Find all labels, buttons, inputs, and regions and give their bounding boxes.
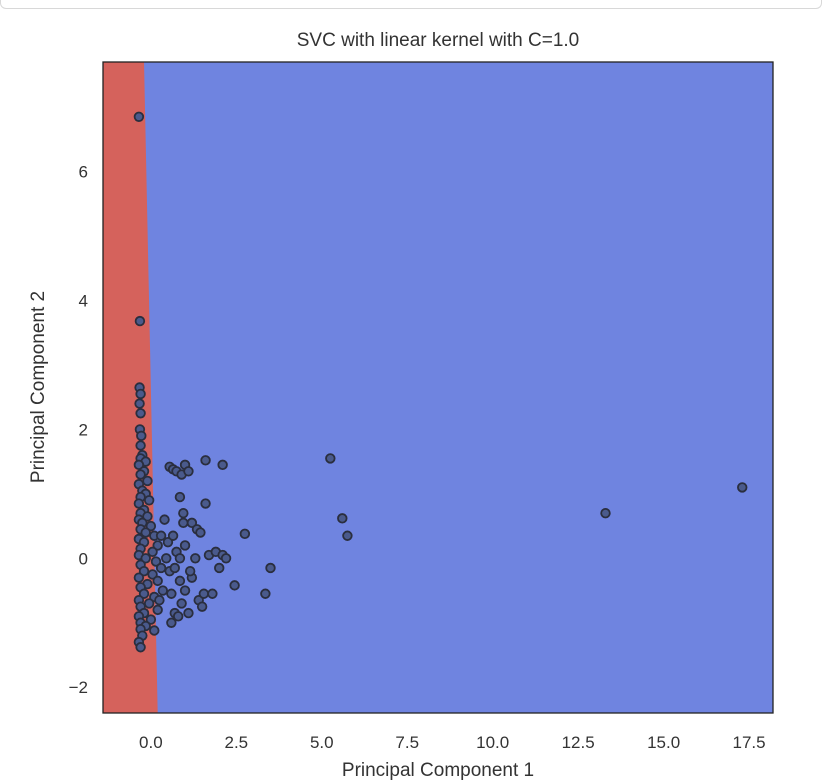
data-point xyxy=(174,491,186,503)
x-tick-label: 2.5 xyxy=(224,733,248,752)
data-point xyxy=(140,527,151,538)
data-point xyxy=(220,553,232,564)
data-point xyxy=(133,111,145,122)
data-point xyxy=(133,498,145,509)
data-point xyxy=(161,553,172,564)
data-point xyxy=(198,588,210,599)
data-point xyxy=(133,459,145,471)
data-point xyxy=(190,553,201,564)
x-tick-label: 10.0 xyxy=(476,733,509,752)
x-tick-label: 0.0 xyxy=(139,733,163,752)
data-point xyxy=(152,604,163,616)
data-point xyxy=(138,588,150,599)
data-point xyxy=(134,315,146,327)
data-point xyxy=(600,507,611,519)
x-tick-label: 5.0 xyxy=(310,733,334,752)
data-point xyxy=(134,398,145,409)
data-point xyxy=(145,614,157,625)
data-point xyxy=(169,562,180,574)
data-point xyxy=(166,588,177,599)
data-point xyxy=(152,540,163,551)
data-point xyxy=(152,575,163,587)
data-point xyxy=(138,565,150,577)
data-point xyxy=(342,530,353,541)
data-point xyxy=(214,562,225,574)
data-point xyxy=(135,469,146,480)
data-point xyxy=(260,588,271,599)
data-point xyxy=(217,459,228,471)
data-point xyxy=(136,430,147,442)
data-point xyxy=(147,546,158,558)
data-points xyxy=(133,111,748,653)
x-axis-ticks: 0.0 2.5 5.0 7.5 10.0 12.5 15.0 17.5 xyxy=(139,733,766,752)
data-point xyxy=(155,530,167,541)
y-axis-label: Principal Component 2 xyxy=(28,291,49,483)
data-point xyxy=(178,517,189,529)
data-point xyxy=(159,514,170,525)
y-tick-label: −2 xyxy=(69,678,88,697)
region-blue xyxy=(103,62,773,713)
data-point xyxy=(239,528,251,540)
data-point xyxy=(142,475,153,487)
x-tick-label: 15.0 xyxy=(647,733,680,752)
x-tick-label: 17.5 xyxy=(733,733,766,752)
data-point xyxy=(135,408,146,419)
data-point xyxy=(143,598,155,609)
data-point xyxy=(265,562,276,574)
data-point xyxy=(145,520,157,532)
data-point xyxy=(178,507,189,519)
data-point xyxy=(183,607,194,619)
data-point xyxy=(143,495,155,506)
data-point xyxy=(183,466,194,477)
data-point xyxy=(200,455,211,466)
data-point xyxy=(149,625,160,636)
data-point xyxy=(173,611,184,622)
data-point xyxy=(157,585,169,596)
data-point xyxy=(140,553,151,564)
x-axis-label: Principal Component 1 xyxy=(342,760,534,781)
y-tick-label: 0 xyxy=(79,549,88,568)
data-point xyxy=(147,569,158,580)
decision-regions xyxy=(103,62,773,713)
x-tick-label: 12.5 xyxy=(562,733,595,752)
data-point xyxy=(174,553,186,564)
data-point xyxy=(229,580,240,591)
data-point xyxy=(133,572,145,583)
data-point xyxy=(150,556,162,567)
y-tick-label: 6 xyxy=(79,163,88,182)
data-point xyxy=(200,498,211,509)
data-point xyxy=(142,511,153,522)
data-point xyxy=(196,601,208,612)
data-point xyxy=(176,598,187,609)
data-point xyxy=(179,540,191,551)
data-point xyxy=(737,482,748,493)
y-tick-label: 2 xyxy=(79,420,88,439)
chart-title: SVC with linear kernel with C=1.0 xyxy=(297,30,580,51)
data-point xyxy=(325,453,336,464)
data-point xyxy=(207,588,218,599)
data-point xyxy=(162,536,174,548)
data-point xyxy=(179,585,191,596)
data-point xyxy=(135,440,146,451)
data-point xyxy=(166,617,177,628)
data-point xyxy=(184,565,196,577)
y-tick-label: 4 xyxy=(79,291,88,310)
data-point xyxy=(195,527,206,538)
data-point xyxy=(155,562,167,574)
data-point xyxy=(135,388,146,400)
data-point xyxy=(154,595,165,606)
plot-frame xyxy=(102,61,774,714)
data-point xyxy=(174,575,186,587)
data-point xyxy=(337,513,348,524)
x-tick-label: 7.5 xyxy=(395,733,419,752)
y-axis-ticks: −2 0 2 4 6 xyxy=(69,163,88,698)
data-point xyxy=(167,530,179,541)
data-point xyxy=(135,642,146,653)
